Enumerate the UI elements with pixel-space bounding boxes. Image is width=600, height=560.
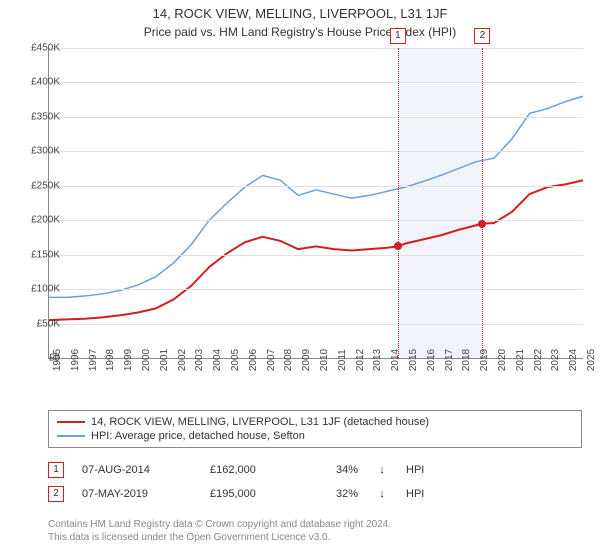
x-axis-label: 1998 bbox=[105, 349, 116, 371]
event-marker: 1 bbox=[390, 28, 406, 44]
table-row: 1 07-AUG-2014 £162,000 34% ↓ HPI bbox=[48, 458, 582, 482]
y-axis-label: £200K bbox=[31, 215, 60, 226]
gridline bbox=[49, 151, 583, 152]
event-date: 07-AUG-2014 bbox=[82, 464, 192, 476]
gridline bbox=[49, 186, 583, 187]
x-axis-label: 2016 bbox=[426, 349, 437, 371]
legend-item-hpi: HPI: Average price, detached house, Seft… bbox=[57, 429, 573, 443]
event-line bbox=[482, 48, 483, 358]
y-axis-label: £100K bbox=[31, 284, 60, 295]
x-axis-label: 2023 bbox=[550, 349, 561, 371]
event-badge: 2 bbox=[48, 486, 64, 502]
chart-title: 14, ROCK VIEW, MELLING, LIVERPOOL, L31 1… bbox=[0, 0, 600, 21]
event-badge: 1 bbox=[48, 462, 64, 478]
gridline bbox=[49, 324, 583, 325]
x-axis-label: 1995 bbox=[52, 349, 63, 371]
y-axis-label: £450K bbox=[31, 43, 60, 54]
x-axis-label: 2005 bbox=[230, 349, 241, 371]
x-axis-label: 2019 bbox=[479, 349, 490, 371]
chart-subtitle: Price paid vs. HM Land Registry's House … bbox=[0, 21, 600, 43]
x-axis-label: 2021 bbox=[515, 349, 526, 371]
y-axis-label: £350K bbox=[31, 111, 60, 122]
x-axis-label: 1996 bbox=[70, 349, 81, 371]
y-axis-label: £150K bbox=[31, 249, 60, 260]
series-property bbox=[49, 180, 583, 320]
x-axis-label: 1999 bbox=[123, 349, 134, 371]
event-date: 07-MAY-2019 bbox=[82, 488, 192, 500]
x-axis-label: 2008 bbox=[283, 349, 294, 371]
x-axis-label: 2015 bbox=[408, 349, 419, 371]
gridline bbox=[49, 48, 583, 49]
x-axis-label: 2024 bbox=[568, 349, 579, 371]
event-pct: 32% bbox=[308, 488, 358, 500]
event-price: £162,000 bbox=[210, 464, 290, 476]
legend-swatch-property bbox=[57, 421, 85, 423]
gridline bbox=[49, 82, 583, 83]
x-axis-label: 2017 bbox=[444, 349, 455, 371]
events-table: 1 07-AUG-2014 £162,000 34% ↓ HPI 2 07-MA… bbox=[48, 458, 582, 506]
legend-label-hpi: HPI: Average price, detached house, Seft… bbox=[91, 430, 305, 442]
legend-swatch-hpi bbox=[57, 435, 85, 437]
event-hpi-label: HPI bbox=[406, 488, 446, 500]
gridline bbox=[49, 220, 583, 221]
gridline bbox=[49, 255, 583, 256]
event-dot bbox=[394, 242, 402, 250]
x-axis-label: 2009 bbox=[301, 349, 312, 371]
event-line bbox=[398, 48, 399, 358]
footer-line1: Contains HM Land Registry data © Crown c… bbox=[48, 518, 582, 531]
x-axis-label: 2012 bbox=[355, 349, 366, 371]
chart-plot-area: 12 bbox=[48, 48, 583, 359]
legend-item-property: 14, ROCK VIEW, MELLING, LIVERPOOL, L31 1… bbox=[57, 415, 573, 429]
x-axis-label: 2006 bbox=[248, 349, 259, 371]
x-axis-label: 2000 bbox=[141, 349, 152, 371]
x-axis-label: 2003 bbox=[194, 349, 205, 371]
event-price: £195,000 bbox=[210, 488, 290, 500]
y-axis-label: £50K bbox=[37, 318, 60, 329]
x-axis-label: 2013 bbox=[372, 349, 383, 371]
gridline bbox=[49, 289, 583, 290]
y-axis-label: £400K bbox=[31, 77, 60, 88]
y-axis-label: £300K bbox=[31, 146, 60, 157]
x-axis-label: 2007 bbox=[266, 349, 277, 371]
x-axis-label: 2025 bbox=[586, 349, 597, 371]
x-axis-label: 2014 bbox=[390, 349, 401, 371]
series-hpi bbox=[49, 96, 583, 297]
x-axis-label: 1997 bbox=[88, 349, 99, 371]
x-axis-label: 2002 bbox=[177, 349, 188, 371]
footer-line2: This data is licensed under the Open Gov… bbox=[48, 531, 582, 544]
legend: 14, ROCK VIEW, MELLING, LIVERPOOL, L31 1… bbox=[48, 410, 582, 448]
x-axis-label: 2001 bbox=[159, 349, 170, 371]
x-axis-label: 2020 bbox=[497, 349, 508, 371]
y-axis-label: £250K bbox=[31, 180, 60, 191]
event-marker: 2 bbox=[474, 28, 490, 44]
table-row: 2 07-MAY-2019 £195,000 32% ↓ HPI bbox=[48, 482, 582, 506]
chart-container: 14, ROCK VIEW, MELLING, LIVERPOOL, L31 1… bbox=[0, 0, 600, 560]
x-axis-label: 2018 bbox=[461, 349, 472, 371]
footer-attribution: Contains HM Land Registry data © Crown c… bbox=[48, 518, 582, 544]
chart-lines bbox=[49, 48, 583, 358]
legend-label-property: 14, ROCK VIEW, MELLING, LIVERPOOL, L31 1… bbox=[91, 416, 429, 428]
event-dot bbox=[478, 220, 486, 228]
gridline bbox=[49, 117, 583, 118]
down-arrow-icon: ↓ bbox=[376, 488, 388, 500]
x-axis-label: 2022 bbox=[533, 349, 544, 371]
x-axis-label: 2004 bbox=[212, 349, 223, 371]
down-arrow-icon: ↓ bbox=[376, 464, 388, 476]
x-axis-label: 2011 bbox=[337, 349, 348, 371]
x-axis-label: 2010 bbox=[319, 349, 330, 371]
event-pct: 34% bbox=[308, 464, 358, 476]
event-hpi-label: HPI bbox=[406, 464, 446, 476]
